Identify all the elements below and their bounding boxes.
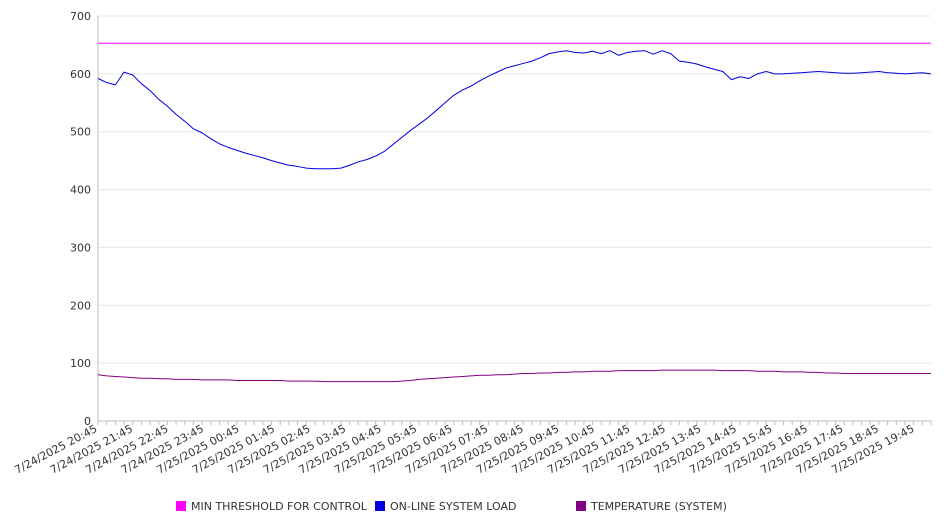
y-tick-label: 300 bbox=[70, 241, 91, 254]
legend-item-system-load[interactable]: ON-LINE SYSTEM LOAD bbox=[375, 498, 516, 514]
y-tick-label: 100 bbox=[70, 357, 91, 370]
series-lines bbox=[97, 42, 932, 383]
y-tick-label: 400 bbox=[70, 184, 91, 197]
legend-item-min-threshold[interactable]: MIN THRESHOLD FOR CONTROL bbox=[176, 498, 367, 514]
legend-label-min-threshold: MIN THRESHOLD FOR CONTROL bbox=[191, 499, 367, 513]
legend-label-temperature: TEMPERATURE (SYSTEM) bbox=[591, 499, 727, 513]
y-tick-label: 0 bbox=[84, 415, 91, 428]
y-tick-label: 700 bbox=[70, 10, 91, 23]
y-tick-label: 500 bbox=[70, 126, 91, 139]
legend-swatch-min-threshold bbox=[176, 501, 186, 511]
axes bbox=[97, 16, 932, 425]
series-line-system-load bbox=[97, 50, 932, 170]
legend-swatch-system-load bbox=[375, 501, 385, 511]
grid-lines bbox=[98, 15, 931, 364]
legend: MIN THRESHOLD FOR CONTROL ON-LINE SYSTEM… bbox=[0, 498, 946, 518]
y-tick-label: 600 bbox=[70, 68, 91, 81]
legend-label-system-load: ON-LINE SYSTEM LOAD bbox=[390, 499, 517, 513]
y-tick-label: 200 bbox=[70, 299, 91, 312]
x-tick-labels: 7/24/2025 20:457/24/2025 21:457/24/2025 … bbox=[12, 422, 916, 476]
series-line-temperature bbox=[97, 369, 931, 383]
legend-item-temperature[interactable]: TEMPERATURE (SYSTEM) bbox=[576, 498, 727, 514]
legend-swatch-temperature bbox=[576, 501, 586, 511]
y-tick-labels: 0 100 200 300 400 500 600 700 bbox=[70, 10, 91, 428]
